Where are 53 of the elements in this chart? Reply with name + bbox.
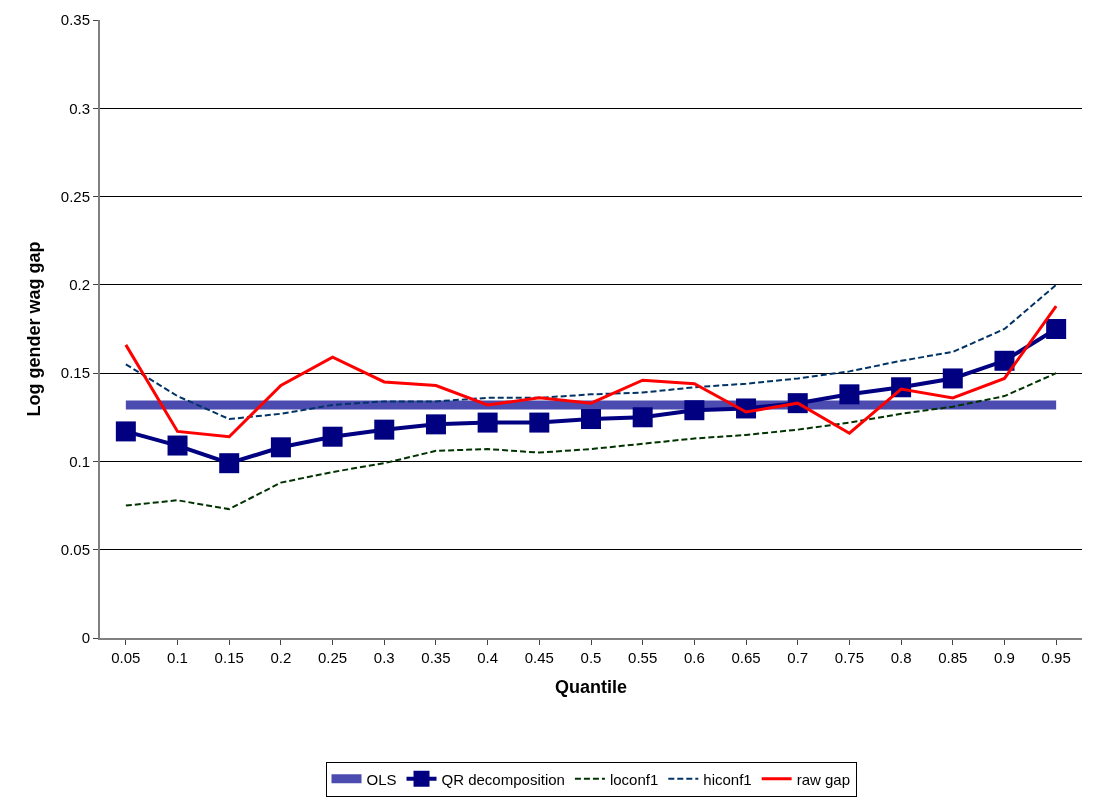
point [477, 412, 498, 433]
x-tick-label: 0.15 [214, 649, 244, 666]
y-tick-label: 0.25 [60, 187, 90, 205]
legend-label: OLS [366, 770, 397, 788]
y-tick-label: 0.1 [69, 452, 90, 470]
point [1046, 319, 1067, 339]
x-tick-label: 0.8 [890, 649, 912, 666]
point [425, 414, 446, 435]
x-tick-label: 0.5 [580, 649, 602, 666]
point [167, 435, 188, 456]
y-tick-label: 0.05 [60, 540, 90, 558]
x-tick-label: 0.6 [683, 649, 705, 666]
point [219, 453, 240, 474]
point [322, 426, 343, 447]
line-series [124, 304, 1058, 439]
y-tick-label: 0.15 [60, 364, 90, 382]
y-tick-label: 0 [81, 629, 90, 647]
x-tick-label: 0.75 [834, 649, 865, 666]
x-tick-label: 0.7 [787, 649, 809, 666]
y-tick-label: 0.3 [69, 99, 90, 117]
x-tick-label: 0.85 [938, 649, 968, 666]
point [684, 400, 705, 421]
point [632, 407, 653, 428]
x-tick-label: 0.95 [1041, 649, 1071, 666]
line-series [124, 283, 1058, 421]
line-series [124, 372, 1058, 511]
x-tick-label: 0.2 [270, 649, 292, 666]
x-tick-label: 0.35 [421, 649, 451, 666]
y-tick-label: 0.35 [60, 11, 90, 29]
point [942, 368, 963, 389]
x-tick-label: 0.9 [994, 649, 1015, 666]
point [374, 419, 395, 440]
x-tick-label: 0.65 [731, 649, 761, 666]
x-axis-title: Quantile [554, 676, 628, 697]
point [115, 421, 136, 442]
x-tick-label: 0.05 [111, 649, 141, 666]
point [270, 437, 291, 458]
x-tick-label: 0.45 [524, 649, 554, 666]
x-tick-label: 0.55 [628, 649, 658, 666]
point [994, 350, 1015, 371]
x-tick-label: 0.4 [477, 649, 499, 666]
y-tick-label: 0.2 [69, 276, 90, 294]
point [839, 384, 860, 405]
point [529, 412, 550, 433]
legend-label: loconf1 [609, 770, 659, 788]
legend-label: raw gap [796, 770, 851, 788]
legend-label: hiconf1 [703, 770, 752, 788]
point [581, 409, 601, 430]
x-tick-label: 0.1 [167, 649, 188, 666]
legend-label: QR decomposition [441, 770, 565, 788]
x-tick-label: 0.3 [373, 649, 395, 666]
y-axis-title: Log gender wag gap [24, 241, 45, 417]
x-tick-label: 0.25 [317, 649, 348, 666]
